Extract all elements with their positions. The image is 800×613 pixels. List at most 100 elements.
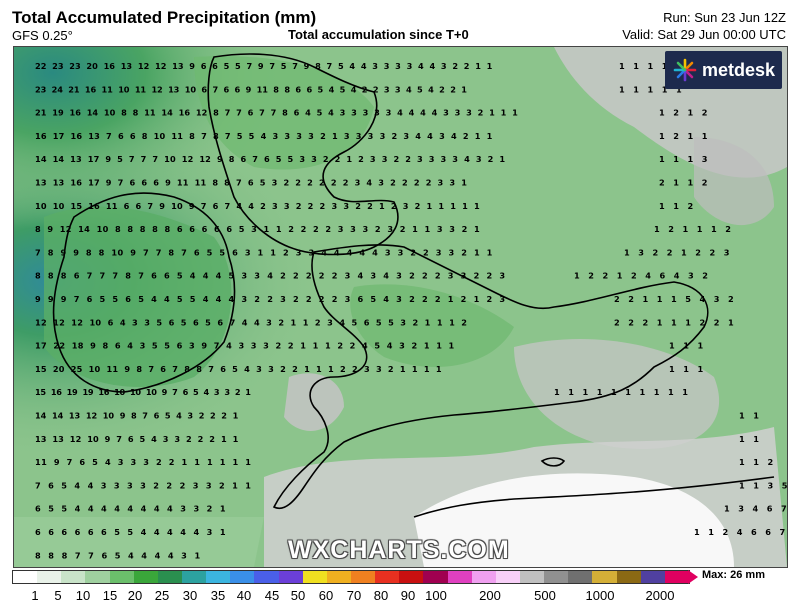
scale-tick: 45 bbox=[264, 588, 280, 603]
grid-row-values: 17 22 18 9 8 6 4 3 5 5 6 3 9 7 4 3 3 3 2… bbox=[35, 341, 455, 351]
scale-swatch bbox=[133, 571, 158, 583]
rain-band-england bbox=[350, 284, 514, 367]
scale-swatch bbox=[568, 571, 593, 583]
grid-row-values: 6 5 5 4 4 4 4 4 4 4 4 3 3 2 1 bbox=[35, 504, 226, 514]
scale-tick: 1 bbox=[31, 588, 39, 603]
scale-swatch bbox=[254, 571, 279, 583]
grid-row-values: 9 9 9 7 6 5 5 6 5 4 4 5 5 4 4 4 3 2 2 3 … bbox=[35, 294, 505, 304]
france-coast bbox=[413, 476, 775, 518]
scale-swatch bbox=[664, 571, 689, 583]
valid-time: Valid: Sat 29 Jun 00:00 UTC bbox=[622, 27, 786, 42]
ireland-coast bbox=[52, 192, 236, 393]
grid-row-values: 14 14 13 12 10 9 8 7 6 5 4 3 2 2 2 1 bbox=[35, 411, 239, 421]
grid-row-values-east: 1 1 1 3 bbox=[659, 154, 708, 164]
scale-tick: 200 bbox=[479, 588, 501, 603]
scale-tick: 15 bbox=[102, 588, 118, 603]
grid-row-values-east: 1 1 2 4 6 6 7 8 bbox=[694, 527, 787, 537]
scale-tick: 50 bbox=[290, 588, 306, 603]
chart-header: Total Accumulated Precipitation (mm) GFS… bbox=[0, 0, 800, 46]
scale-arrow bbox=[688, 570, 698, 584]
map-svg: 22 23 23 20 16 13 12 12 13 9 6 6 5 5 7 9… bbox=[14, 47, 787, 567]
scale-swatch bbox=[109, 571, 134, 583]
scale-swatch bbox=[326, 571, 351, 583]
scale-tick: 60 bbox=[318, 588, 334, 603]
scale-swatch bbox=[13, 571, 38, 583]
max-label: Max: 26 mm bbox=[702, 569, 765, 581]
map-title: Total Accumulated Precipitation (mm) bbox=[12, 8, 317, 27]
scale-tick: 70 bbox=[346, 588, 362, 603]
wxcharts-watermark: WXCHARTS.COM bbox=[288, 536, 510, 564]
grid-row-values-east: 1 2 1 2 bbox=[659, 108, 707, 118]
grid-row-values: 13 13 16 17 9 7 6 6 6 9 11 11 8 8 7 6 5 … bbox=[35, 178, 467, 188]
scale-tick: 25 bbox=[154, 588, 170, 603]
grid-row-values: 15 16 19 19 16 10 10 10 9 7 6 5 4 3 3 2 … bbox=[35, 387, 251, 397]
grid-row-values-east: 1 1 1 bbox=[669, 364, 703, 374]
scale-swatch bbox=[399, 571, 424, 583]
grid-row-values-east: 1 3 4 6 7 bbox=[724, 504, 787, 514]
scale-tick-labels: 1 5 10 15 20 25 30 35 40 45 50 60 70 80 90 100 200 500 100… bbox=[0, 588, 800, 608]
grid-row-values-east: 2 1 1 2 bbox=[659, 178, 707, 188]
grid-row-values-east: 1 1 3 5 bbox=[739, 480, 787, 490]
grid-row-values: 23 24 21 16 11 10 11 12 13 10 6 7 6 6 9 … bbox=[35, 84, 467, 94]
metdesk-logo-text: metdesk bbox=[702, 59, 776, 80]
scale-swatch bbox=[230, 571, 255, 583]
rain-band-ireland bbox=[44, 206, 232, 387]
isle-of-wight bbox=[540, 457, 566, 467]
dry-zone-southwest bbox=[284, 373, 344, 431]
scale-swatch bbox=[544, 571, 569, 583]
grid-row-values-east: 1 3 2 2 1 2 2 3 bbox=[624, 247, 730, 257]
rain-band-scotland bbox=[194, 56, 374, 170]
model-label: GFS 0.25° bbox=[12, 28, 73, 43]
scale-swatch bbox=[157, 571, 182, 583]
precip-value-grid: 22 23 23 20 16 13 12 12 13 9 6 6 5 5 7 9… bbox=[35, 61, 787, 560]
scale-swatch bbox=[519, 571, 545, 583]
grid-row-values-east: 1 1 bbox=[739, 434, 759, 444]
scale-swatch bbox=[375, 571, 400, 583]
grid-row-values: 7 8 9 9 8 8 10 9 7 7 8 7 6 5 5 6 3 1 1 2… bbox=[35, 247, 493, 257]
precipitation-map: 22 23 23 20 16 13 12 12 13 9 6 6 5 5 7 9… bbox=[13, 46, 788, 568]
grid-row-values-east: 1 2 1 1 bbox=[659, 131, 708, 141]
grid-row-values-east: 1 1 1 1 1 1 1 1 1 1 bbox=[554, 387, 688, 397]
scale-tick: 100 bbox=[425, 588, 447, 603]
grid-row-values: 12 12 12 10 6 4 3 3 5 6 5 6 5 6 7 4 4 3 … bbox=[35, 317, 467, 327]
map-subtitle: Total accumulation since T+0 bbox=[288, 27, 469, 42]
dry-zone-bay bbox=[14, 517, 264, 567]
grid-row-values: 7 6 5 4 4 3 3 3 3 2 2 2 3 3 2 1 1 bbox=[35, 480, 251, 490]
scale-tick: 2000 bbox=[645, 588, 675, 603]
grid-row-values-east: 1 1 1 1 1 bbox=[619, 84, 682, 94]
coastlines bbox=[52, 53, 775, 518]
grid-row-values-east: 1 1 1 1 bbox=[619, 61, 668, 71]
grid-row-values: 11 9 7 6 5 4 3 3 3 2 2 1 1 1 1 1 1 bbox=[35, 457, 251, 467]
scale-swatch bbox=[447, 571, 472, 583]
grid-row-values: 8 8 8 7 7 6 5 4 4 4 4 3 1 bbox=[35, 550, 200, 560]
grid-row-values-east: 1 1 1 bbox=[669, 341, 703, 351]
grid-row-values-east: 2 2 2 1 1 1 2 2 1 bbox=[614, 317, 734, 327]
scale-swatch bbox=[85, 571, 110, 583]
dry-zone-france bbox=[414, 473, 734, 567]
scale-tick: 35 bbox=[210, 588, 226, 603]
scale-tick: 20 bbox=[127, 588, 143, 603]
grid-row-values: 22 23 23 20 16 13 12 12 13 9 6 6 5 5 7 9… bbox=[35, 61, 493, 71]
scale-tick: 90 bbox=[400, 588, 416, 603]
scale-swatch bbox=[616, 571, 641, 583]
scale-swatch bbox=[592, 571, 617, 583]
scale-tick: 500 bbox=[534, 588, 556, 603]
metdesk-burst-icon bbox=[673, 58, 697, 82]
grid-row-values-east: 1 2 2 1 2 4 6 4 3 2 bbox=[574, 271, 708, 281]
scale-swatch bbox=[206, 571, 231, 583]
grid-row-values-east: 1 1 2 bbox=[659, 201, 693, 211]
scale-tick: 1000 bbox=[585, 588, 615, 603]
dry-zone-southeast bbox=[514, 338, 720, 449]
metdesk-logo: metdesk bbox=[665, 51, 782, 89]
scale-swatch bbox=[495, 571, 520, 583]
scale-swatch bbox=[37, 571, 62, 583]
dry-zone-northeast bbox=[694, 137, 774, 226]
grid-row-values: 10 10 15 16 11 6 6 7 9 10 9 7 6 7 4 4 2 … bbox=[35, 201, 480, 211]
scale-tick: 10 bbox=[75, 588, 91, 603]
scale-tick: 5 bbox=[54, 588, 62, 603]
scale-swatch bbox=[423, 571, 448, 583]
grid-row-values: 14 14 13 17 9 5 7 7 7 10 12 12 9 8 6 7 6… bbox=[35, 154, 505, 164]
grid-row-values-east: 2 2 1 1 1 5 4 3 2 bbox=[614, 294, 734, 304]
grid-row-values: 8 9 12 14 10 8 8 8 8 8 6 6 6 6 6 5 3 1 1… bbox=[35, 224, 480, 234]
scale-swatch bbox=[61, 571, 86, 583]
